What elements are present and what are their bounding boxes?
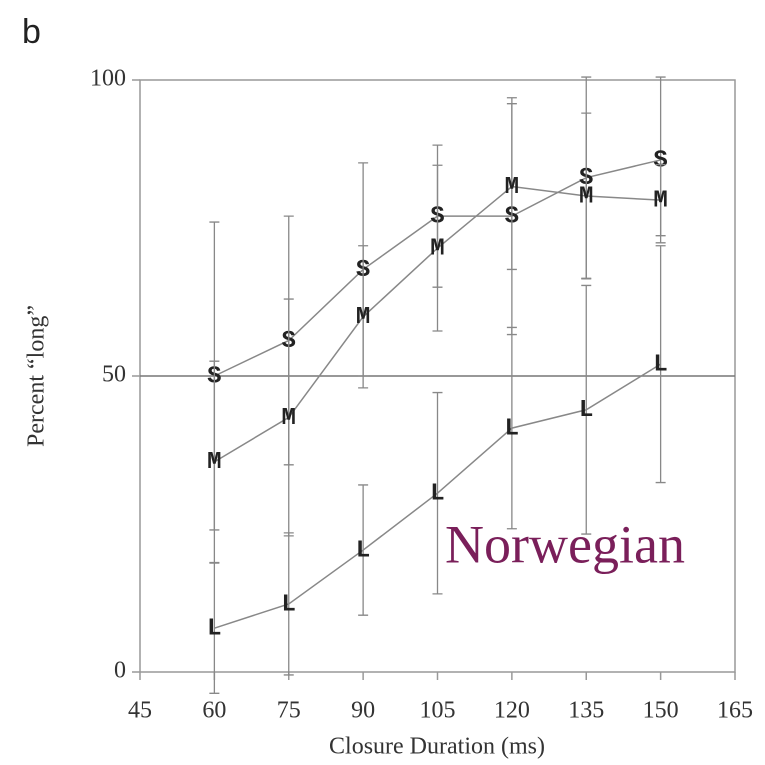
x-tick-label: 60 [202,698,226,724]
error-bar [506,326,517,530]
point-marker: M [282,405,296,432]
point-marker: L [282,591,296,618]
y-tick-label: 0 [114,658,126,684]
error-bar [432,164,443,332]
point-marker: L [505,415,519,442]
panel-label: b [22,13,41,51]
x-tick-label: 135 [568,698,604,724]
x-tick-label: 150 [643,698,679,724]
point-marker: M [207,449,221,476]
error-bar [506,103,517,271]
error-bar [655,164,666,237]
annotation: Norwegian [445,514,685,574]
x-tick-label: 75 [277,698,301,724]
error-bar [581,284,592,535]
point-marker: S [653,147,667,174]
error-bar [432,391,443,595]
error-bar [581,112,592,280]
error-bar [283,532,294,676]
point-marker: L [579,397,593,424]
x-tick-label: 45 [128,698,152,724]
y-tick-label: 50 [102,362,126,388]
x-tick-label: 90 [351,698,375,724]
point-marker: L [653,352,667,379]
point-marker: L [430,481,444,508]
x-tick-label: 165 [717,698,753,724]
y-tick-label: 100 [90,66,126,92]
x-tick-label: 105 [420,698,456,724]
error-bar [358,484,369,616]
x-tick-label: 120 [494,698,530,724]
error-bar [209,562,220,694]
point-marker: L [356,537,370,564]
x-axis-label: Closure Duration (ms) [329,734,545,760]
y-axis-label: Percent “long” [24,305,50,447]
point-marker: M [579,183,593,210]
point-marker: L [207,616,221,643]
point-marker: M [505,174,519,201]
point-marker: M [356,304,370,331]
error-bar [358,245,369,389]
point-marker: M [430,235,444,262]
point-marker: M [653,188,667,215]
error-bar [655,245,666,484]
